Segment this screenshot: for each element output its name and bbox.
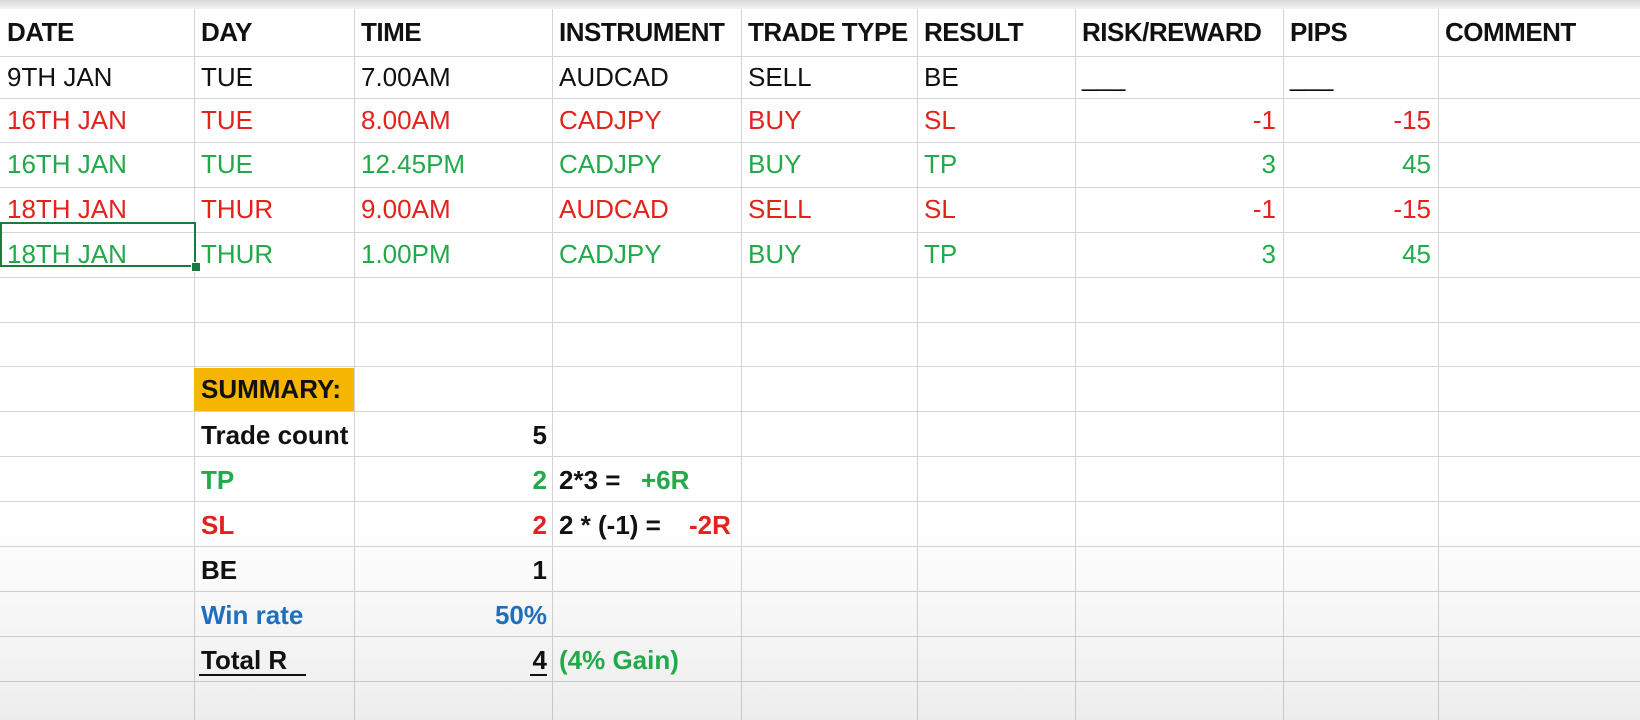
row-gridline: [0, 681, 1640, 682]
header-time[interactable]: TIME: [361, 17, 422, 47]
date-cell[interactable]: 18TH JAN: [7, 194, 127, 224]
tp-label: TP: [201, 464, 235, 495]
row-gridline: [0, 636, 1640, 637]
trade-count-label: Trade count: [201, 419, 349, 450]
instrument-cell[interactable]: CADJPY: [559, 104, 662, 135]
time-cell[interactable]: 9.00AM: [361, 194, 451, 224]
risk-reward-cell[interactable]: ___: [1082, 61, 1126, 92]
be-value[interactable]: 1: [532, 554, 547, 585]
row-gridline: [0, 411, 1640, 412]
time-cell[interactable]: 7.00AM: [361, 61, 451, 92]
date-cell[interactable]: 16TH JAN: [7, 104, 127, 135]
row-gridline: [0, 142, 1640, 143]
result-cell[interactable]: SL: [924, 194, 956, 224]
column-gridline: [917, 9, 918, 720]
row-gridline: [0, 591, 1640, 592]
row-gridline: [0, 232, 1640, 233]
result-cell[interactable]: TP: [924, 239, 958, 269]
time-cell[interactable]: 12.45PM: [361, 149, 466, 179]
row-gridline: [0, 366, 1640, 367]
total-r-value[interactable]: 4: [532, 644, 547, 675]
row-gridline: [0, 322, 1640, 323]
header-risk-reward[interactable]: RISK/REWARD: [1082, 17, 1262, 47]
instrument-cell[interactable]: AUDCAD: [559, 194, 669, 224]
pips-cell[interactable]: ___: [1290, 61, 1334, 92]
top-toolbar-edge: [0, 0, 1640, 9]
instrument-cell[interactable]: CADJPY: [559, 239, 662, 269]
trade-type-cell[interactable]: SELL: [748, 61, 812, 92]
risk-reward-cell[interactable]: -1: [1252, 104, 1276, 135]
trade-type-cell[interactable]: BUY: [748, 149, 802, 179]
pips-cell[interactable]: 45: [1402, 149, 1431, 179]
row-gridline: [0, 277, 1640, 278]
column-gridline: [1438, 9, 1439, 720]
date-cell[interactable]: 9TH JAN: [7, 61, 113, 92]
winrate-label: Win rate: [201, 599, 304, 630]
header-comment[interactable]: COMMENT: [1445, 17, 1576, 47]
result-cell[interactable]: TP: [924, 149, 958, 179]
row-gridline: [0, 546, 1640, 547]
row-gridline: [0, 56, 1640, 57]
winrate-value[interactable]: 50%: [494, 599, 547, 630]
time-cell[interactable]: 1.00PM: [361, 239, 451, 269]
header-day[interactable]: DAY: [201, 17, 253, 47]
header-date[interactable]: DATE: [7, 17, 74, 47]
sl-result: -2R: [689, 509, 731, 540]
instrument-cell[interactable]: CADJPY: [559, 149, 662, 179]
risk-reward-cell[interactable]: -1: [1252, 194, 1276, 224]
sl-label: SL: [201, 509, 235, 540]
header-pips[interactable]: PIPS: [1290, 17, 1348, 47]
row-gridline: [0, 501, 1640, 502]
trade-type-cell[interactable]: SELL: [748, 194, 812, 224]
column-gridline: [741, 9, 742, 720]
date-cell[interactable]: 18TH JAN: [7, 239, 127, 269]
day-cell[interactable]: TUE: [201, 149, 253, 179]
day-cell[interactable]: TUE: [201, 61, 253, 92]
trade-type-cell[interactable]: BUY: [748, 104, 802, 135]
row-gridline: [0, 456, 1640, 457]
pips-cell[interactable]: 45: [1402, 239, 1431, 269]
date-cell[interactable]: 16TH JAN: [7, 149, 127, 179]
day-cell[interactable]: THUR: [201, 239, 274, 269]
instrument-cell[interactable]: AUDCAD: [559, 61, 669, 92]
header-trade-type[interactable]: TRADE TYPE: [748, 17, 908, 47]
trade-type-cell[interactable]: BUY: [748, 239, 802, 269]
selected-cell-outline[interactable]: [0, 222, 196, 267]
column-gridline: [552, 9, 553, 720]
tp-calc: 2*3 =: [559, 464, 621, 495]
header-result[interactable]: RESULT: [924, 17, 1024, 47]
row-gridline: [0, 98, 1640, 99]
column-gridline: [354, 9, 355, 720]
summary-title: SUMMARY:: [194, 368, 354, 411]
header-instrument[interactable]: INSTRUMENT: [559, 17, 725, 47]
risk-reward-cell[interactable]: 3: [1261, 239, 1276, 269]
sl-value[interactable]: 2: [532, 509, 547, 540]
column-gridline: [1075, 9, 1076, 720]
total-r-value-underline: [530, 674, 547, 676]
pips-cell[interactable]: -15: [1393, 104, 1431, 135]
total-r-underline: [199, 674, 306, 676]
risk-reward-cell[interactable]: 3: [1261, 149, 1276, 179]
total-r-label: Total R: [201, 644, 288, 675]
pips-cell[interactable]: -15: [1393, 194, 1431, 224]
trade-count-value[interactable]: 5: [532, 419, 547, 450]
result-cell[interactable]: BE: [924, 61, 959, 92]
total-r-note: (4% Gain): [559, 644, 679, 675]
fill-handle[interactable]: [191, 262, 201, 272]
be-label: BE: [201, 554, 238, 585]
time-cell[interactable]: 8.00AM: [361, 104, 451, 135]
row-gridline: [0, 187, 1640, 188]
day-cell[interactable]: TUE: [201, 104, 253, 135]
day-cell[interactable]: THUR: [201, 194, 274, 224]
tp-result: +6R: [641, 464, 690, 495]
column-gridline: [1283, 9, 1284, 720]
column-gridline: [194, 9, 195, 720]
tp-value[interactable]: 2: [532, 464, 547, 495]
sl-calc: 2 * (-1) =: [559, 509, 661, 540]
result-cell[interactable]: SL: [924, 104, 956, 135]
